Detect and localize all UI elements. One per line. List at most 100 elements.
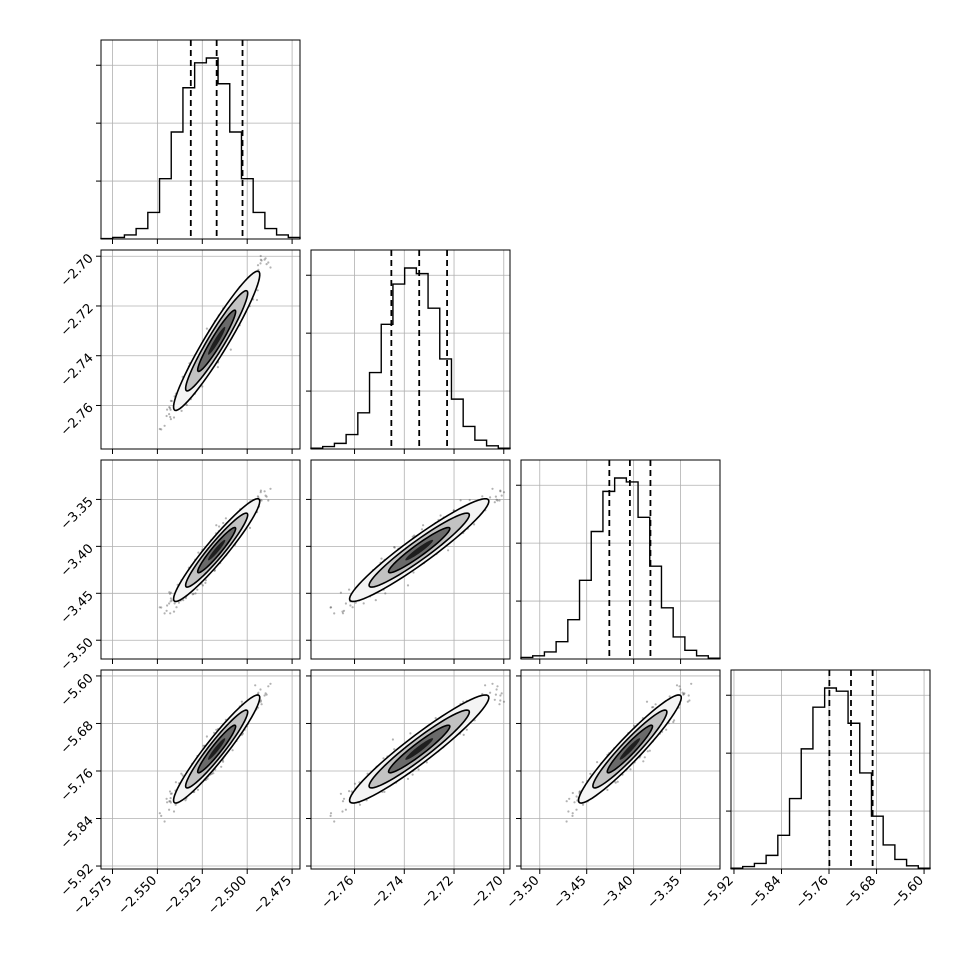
sample-point (409, 732, 412, 735)
sample-point (158, 427, 161, 431)
sample-point (382, 757, 385, 760)
x-tick-label: −3.45 (551, 873, 590, 912)
sample-point (565, 820, 568, 823)
sample-point (169, 612, 172, 615)
sample-point (362, 602, 365, 605)
y-tick-label: −2.72 (58, 301, 97, 340)
sample-point (169, 418, 172, 421)
sample-point (222, 760, 225, 763)
sample-point (344, 808, 347, 811)
sample-point (182, 599, 185, 602)
sample-point (185, 403, 188, 407)
sample-point (267, 499, 270, 502)
sample-point (169, 408, 172, 411)
sample-point (168, 592, 172, 595)
sample-point (645, 700, 649, 703)
sample-point (204, 581, 207, 585)
sample-point (500, 494, 503, 497)
sample-point (163, 820, 166, 823)
sample-point (688, 699, 691, 702)
sample-point (668, 695, 671, 698)
sample-point (166, 801, 169, 804)
sample-point (687, 694, 690, 697)
sample-point (180, 409, 183, 412)
y-tick-label: −5.60 (58, 671, 97, 710)
sample-point (349, 604, 352, 607)
sample-point (240, 700, 243, 703)
y-tick-label: −2.70 (58, 251, 97, 290)
sample-point (256, 495, 259, 498)
sample-point (269, 682, 272, 685)
sample-point (259, 254, 262, 258)
sample-point (380, 557, 383, 560)
sample-point (263, 694, 266, 697)
sample-point (184, 799, 187, 802)
sample-point (191, 593, 194, 596)
sample-point (333, 820, 336, 823)
sample-point (643, 756, 646, 759)
sample-point (690, 682, 693, 685)
sample-point (329, 606, 333, 609)
sample-point (499, 694, 502, 697)
sample-point (265, 263, 268, 266)
sample-point (264, 494, 267, 497)
sample-point (342, 797, 346, 800)
sample-point (168, 413, 171, 416)
sample-point (194, 592, 197, 595)
sample-point (420, 528, 424, 531)
panel-0-0 (96, 39, 301, 244)
y-tick-label: −2.76 (58, 401, 97, 440)
sample-point (648, 749, 651, 752)
sample-point (498, 703, 501, 706)
sample-point (231, 749, 234, 752)
sample-point (173, 602, 176, 605)
sample-point (459, 499, 462, 502)
sample-point (682, 692, 685, 696)
y-tick-label: −3.40 (58, 541, 97, 580)
sample-point (169, 597, 172, 600)
sample-point (158, 812, 161, 815)
sample-point (329, 814, 332, 818)
panel-3-0 (96, 669, 301, 874)
scatter-points (158, 682, 272, 823)
sample-point (259, 262, 262, 265)
sample-point (665, 728, 668, 731)
panel-frame (520, 459, 721, 660)
sample-point (264, 257, 267, 260)
sample-point (265, 495, 268, 498)
sample-point (642, 760, 645, 763)
scatter-points (158, 487, 272, 615)
sample-point (481, 495, 484, 498)
sample-point (257, 496, 260, 499)
sample-point (614, 781, 617, 784)
sample-point (169, 415, 172, 419)
sample-point (567, 810, 570, 813)
sample-point (374, 599, 377, 602)
sample-point (391, 738, 394, 741)
sample-point (257, 691, 260, 694)
sample-point (494, 495, 497, 498)
sample-point (495, 688, 498, 691)
sample-point (259, 489, 262, 492)
x-tick-label: −5.60 (888, 873, 927, 912)
sample-point (177, 601, 180, 604)
sample-point (494, 693, 497, 696)
sample-point (339, 792, 342, 795)
sample-point (206, 777, 209, 780)
sample-point (170, 599, 173, 602)
sample-point (358, 803, 362, 806)
sample-point (491, 487, 494, 490)
panel-1-0 (96, 249, 301, 454)
sample-point (267, 261, 270, 264)
sample-point (393, 546, 396, 549)
contour-level-3 (208, 539, 226, 561)
sample-point (163, 424, 166, 427)
sample-point (575, 808, 578, 811)
sample-point (489, 496, 492, 499)
sample-point (265, 693, 268, 696)
sample-point (493, 698, 496, 701)
sample-point (172, 810, 176, 813)
scatter-points (158, 254, 272, 431)
sample-point (196, 588, 199, 591)
panel-3-2 (516, 669, 721, 874)
